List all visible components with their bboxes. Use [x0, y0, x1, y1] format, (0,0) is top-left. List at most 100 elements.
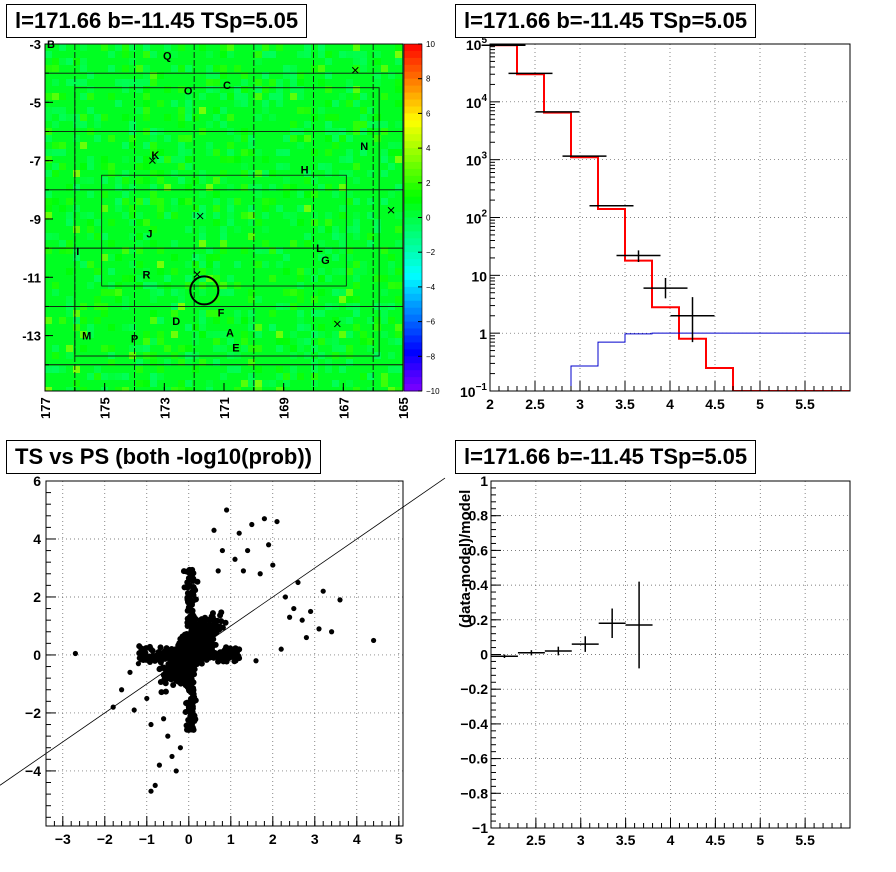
map-pixel: [150, 289, 157, 296]
map-pixel: [220, 44, 227, 51]
map-pixel: [227, 51, 234, 58]
map-pixel: [227, 149, 234, 156]
map-pixel: [157, 149, 164, 156]
map-pixel: [248, 296, 255, 303]
map-pixel: [388, 282, 395, 289]
y-tick-label: 105: [466, 35, 488, 53]
map-pixel: [374, 226, 381, 233]
model-histogram: [490, 44, 850, 391]
map-pixel: [136, 86, 143, 93]
map-pixel: [374, 275, 381, 282]
map-pixel: [241, 79, 248, 86]
map-pixel: [213, 345, 220, 352]
scatter-point: [72, 650, 78, 657]
map-pixel: [353, 324, 360, 331]
map-pixel: [388, 268, 395, 275]
map-pixel: [367, 233, 374, 240]
map-pixel: [101, 233, 108, 240]
map-pixel: [185, 114, 192, 121]
map-pixel: [262, 170, 269, 177]
map-pixel: [213, 86, 220, 93]
map-pixel: [164, 275, 171, 282]
map-pixel: [276, 387, 283, 391]
map-pixel: [150, 359, 157, 366]
map-pixel: [52, 282, 59, 289]
map-pixel: [171, 198, 178, 205]
y-tick-label: -3: [29, 37, 41, 52]
map-pixel: [311, 380, 318, 387]
map-pixel: [178, 177, 185, 184]
colorbar-tick-label: 2: [426, 179, 431, 188]
map-pixel: [73, 114, 80, 121]
map-pixel: [318, 79, 325, 86]
map-pixel: [157, 373, 164, 380]
y-tick-label: −0.8: [460, 785, 488, 801]
map-pixel: [185, 261, 192, 268]
map-pixel: [290, 289, 297, 296]
map-pixel: [199, 240, 206, 247]
map-pixel: [143, 100, 150, 107]
map-pixel: [353, 219, 360, 226]
map-pixel: [262, 240, 269, 247]
map-pixel: [101, 254, 108, 261]
map-pixel: [241, 163, 248, 170]
map-pixel: [52, 170, 59, 177]
map-pixel: [206, 184, 213, 191]
map-pixel: [318, 338, 325, 345]
map-pixel: [304, 338, 311, 345]
colorbar-swatch: [404, 182, 422, 191]
scatter-point: [162, 688, 169, 695]
scatter-point: [187, 601, 194, 608]
map-pixel: [325, 163, 332, 170]
map-pixel: [297, 79, 304, 86]
scatter-point: [287, 614, 293, 620]
map-pixel: [80, 177, 87, 184]
map-pixel: [297, 191, 304, 198]
map-pixel: [388, 261, 395, 268]
colorbar-swatch: [404, 203, 422, 212]
map-pixel: [206, 247, 213, 254]
ts-vs-ps-title: TS vs PS (both -log10(prob)): [6, 440, 321, 474]
map-pixel: [164, 44, 171, 51]
map-pixel: [136, 261, 143, 268]
map-pixel: [178, 86, 185, 93]
map-pixel: [255, 324, 262, 331]
map-pixel: [381, 331, 388, 338]
map-pixel: [304, 352, 311, 359]
map-pixel: [206, 72, 213, 79]
map-pixel: [297, 219, 304, 226]
map-pixel: [255, 191, 262, 198]
map-pixel: [94, 317, 101, 324]
map-pixel: [115, 205, 122, 212]
scatter-point: [232, 657, 239, 664]
map-pixel: [171, 352, 178, 359]
map-pixel: [332, 317, 339, 324]
plot-background: [491, 481, 850, 828]
map-pixel: [262, 86, 269, 93]
map-pixel: [388, 387, 395, 391]
map-pixel: [66, 296, 73, 303]
map-pixel: [143, 114, 150, 121]
map-pixel: [283, 268, 290, 275]
x-tick-label: 3: [577, 832, 585, 848]
map-pixel: [234, 352, 241, 359]
scatter-point: [156, 665, 163, 672]
colorbar-tick-label: 4: [426, 144, 431, 153]
scatter-point: [131, 707, 137, 713]
map-pixel: [381, 65, 388, 72]
map-pixel: [325, 366, 332, 373]
map-pixel: [255, 51, 262, 58]
map-pixel: [304, 44, 311, 51]
map-pixel: [227, 366, 234, 373]
map-pixel: [255, 331, 262, 338]
source-label: D: [172, 316, 180, 328]
map-pixel: [276, 100, 283, 107]
map-pixel: [122, 212, 129, 219]
map-pixel: [248, 184, 255, 191]
scatter-point: [266, 542, 272, 548]
map-pixel: [108, 93, 115, 100]
map-pixel: [220, 233, 227, 240]
source-label: B: [47, 39, 55, 51]
colorbar-swatch: [404, 78, 422, 87]
map-pixel: [87, 331, 94, 338]
